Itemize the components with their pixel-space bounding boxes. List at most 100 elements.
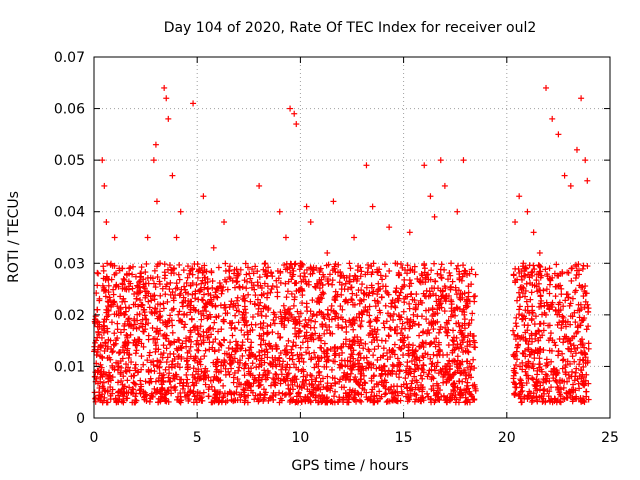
- data-point: [160, 342, 167, 349]
- data-point: [264, 323, 271, 330]
- data-point: [145, 298, 152, 305]
- data-point: [422, 307, 429, 314]
- data-point: [472, 293, 479, 300]
- data-point: [303, 304, 310, 311]
- data-point: [154, 301, 161, 308]
- data-point: [368, 271, 375, 278]
- data-point: [324, 373, 331, 380]
- data-point: [555, 131, 562, 138]
- data-point: [121, 311, 128, 318]
- data-point: [247, 275, 254, 282]
- data-point: [179, 303, 186, 310]
- data-point: [100, 267, 107, 274]
- data-point: [276, 389, 283, 396]
- data-point: [276, 399, 283, 406]
- data-point: [297, 344, 304, 351]
- data-point: [108, 276, 115, 283]
- data-point: [417, 372, 424, 379]
- data-point: [109, 362, 116, 369]
- data-point: [327, 346, 334, 353]
- data-point: [472, 387, 479, 394]
- data-point: [119, 381, 126, 388]
- data-point: [362, 380, 369, 387]
- data-point: [161, 331, 168, 338]
- data-point: [309, 297, 316, 304]
- data-point: [254, 268, 261, 275]
- data-point: [430, 351, 437, 358]
- data-point: [454, 262, 461, 269]
- data-point: [399, 320, 406, 327]
- data-point: [187, 333, 194, 340]
- data-point: [131, 337, 138, 344]
- data-point: [169, 322, 176, 329]
- data-point: [91, 389, 98, 396]
- data-point: [431, 260, 438, 267]
- data-point: [584, 177, 591, 184]
- data-point: [363, 162, 370, 169]
- data-point: [328, 366, 335, 373]
- data-point: [195, 268, 202, 275]
- data-point: [274, 293, 281, 300]
- data-point: [401, 281, 408, 288]
- data-point: [317, 344, 324, 351]
- data-point: [195, 347, 202, 354]
- data-point: [277, 309, 284, 316]
- data-point: [234, 294, 241, 301]
- data-point: [221, 219, 228, 226]
- data-point: [346, 273, 353, 280]
- data-point: [185, 391, 192, 398]
- data-point: [145, 332, 152, 339]
- data-point: [528, 289, 535, 296]
- data-point: [331, 358, 338, 365]
- data-point: [267, 382, 274, 389]
- data-point: [176, 364, 183, 371]
- data-point: [273, 284, 280, 291]
- data-point: [419, 375, 426, 382]
- data-point: [191, 393, 198, 400]
- data-point: [394, 330, 401, 337]
- data-point: [197, 323, 204, 330]
- data-point: [516, 294, 523, 301]
- data-point: [423, 316, 430, 323]
- data-point: [320, 375, 327, 382]
- data-point: [516, 306, 523, 313]
- data-point: [405, 341, 412, 348]
- data-point: [248, 339, 255, 346]
- data-point: [357, 273, 364, 280]
- data-point: [350, 326, 357, 333]
- y-tick-label: 0.03: [54, 256, 85, 272]
- data-point: [455, 345, 462, 352]
- data-point: [397, 261, 404, 268]
- data-point: [377, 373, 384, 380]
- data-point: [120, 275, 127, 282]
- data-point: [282, 234, 289, 241]
- data-point: [314, 354, 321, 361]
- data-point: [582, 157, 589, 164]
- data-point: [246, 270, 253, 277]
- data-point: [307, 219, 314, 226]
- data-point: [445, 342, 452, 349]
- data-point: [168, 361, 175, 368]
- data-point: [453, 265, 460, 272]
- data-point: [321, 340, 328, 347]
- data-point: [101, 316, 108, 323]
- data-point: [422, 276, 429, 283]
- data-point: [215, 264, 222, 271]
- data-point: [536, 249, 543, 256]
- data-point: [126, 315, 133, 322]
- data-point: [391, 341, 398, 348]
- data-point: [388, 303, 395, 310]
- data-point: [204, 286, 211, 293]
- data-point: [116, 396, 123, 403]
- data-point: [142, 269, 149, 276]
- data-point: [229, 346, 236, 353]
- data-point: [377, 272, 384, 279]
- data-point: [120, 295, 127, 302]
- data-point: [276, 208, 283, 215]
- data-point: [375, 280, 382, 287]
- data-point: [262, 260, 269, 267]
- data-point: [231, 284, 238, 291]
- data-point: [306, 350, 313, 357]
- data-point: [558, 291, 565, 298]
- data-point: [149, 324, 156, 331]
